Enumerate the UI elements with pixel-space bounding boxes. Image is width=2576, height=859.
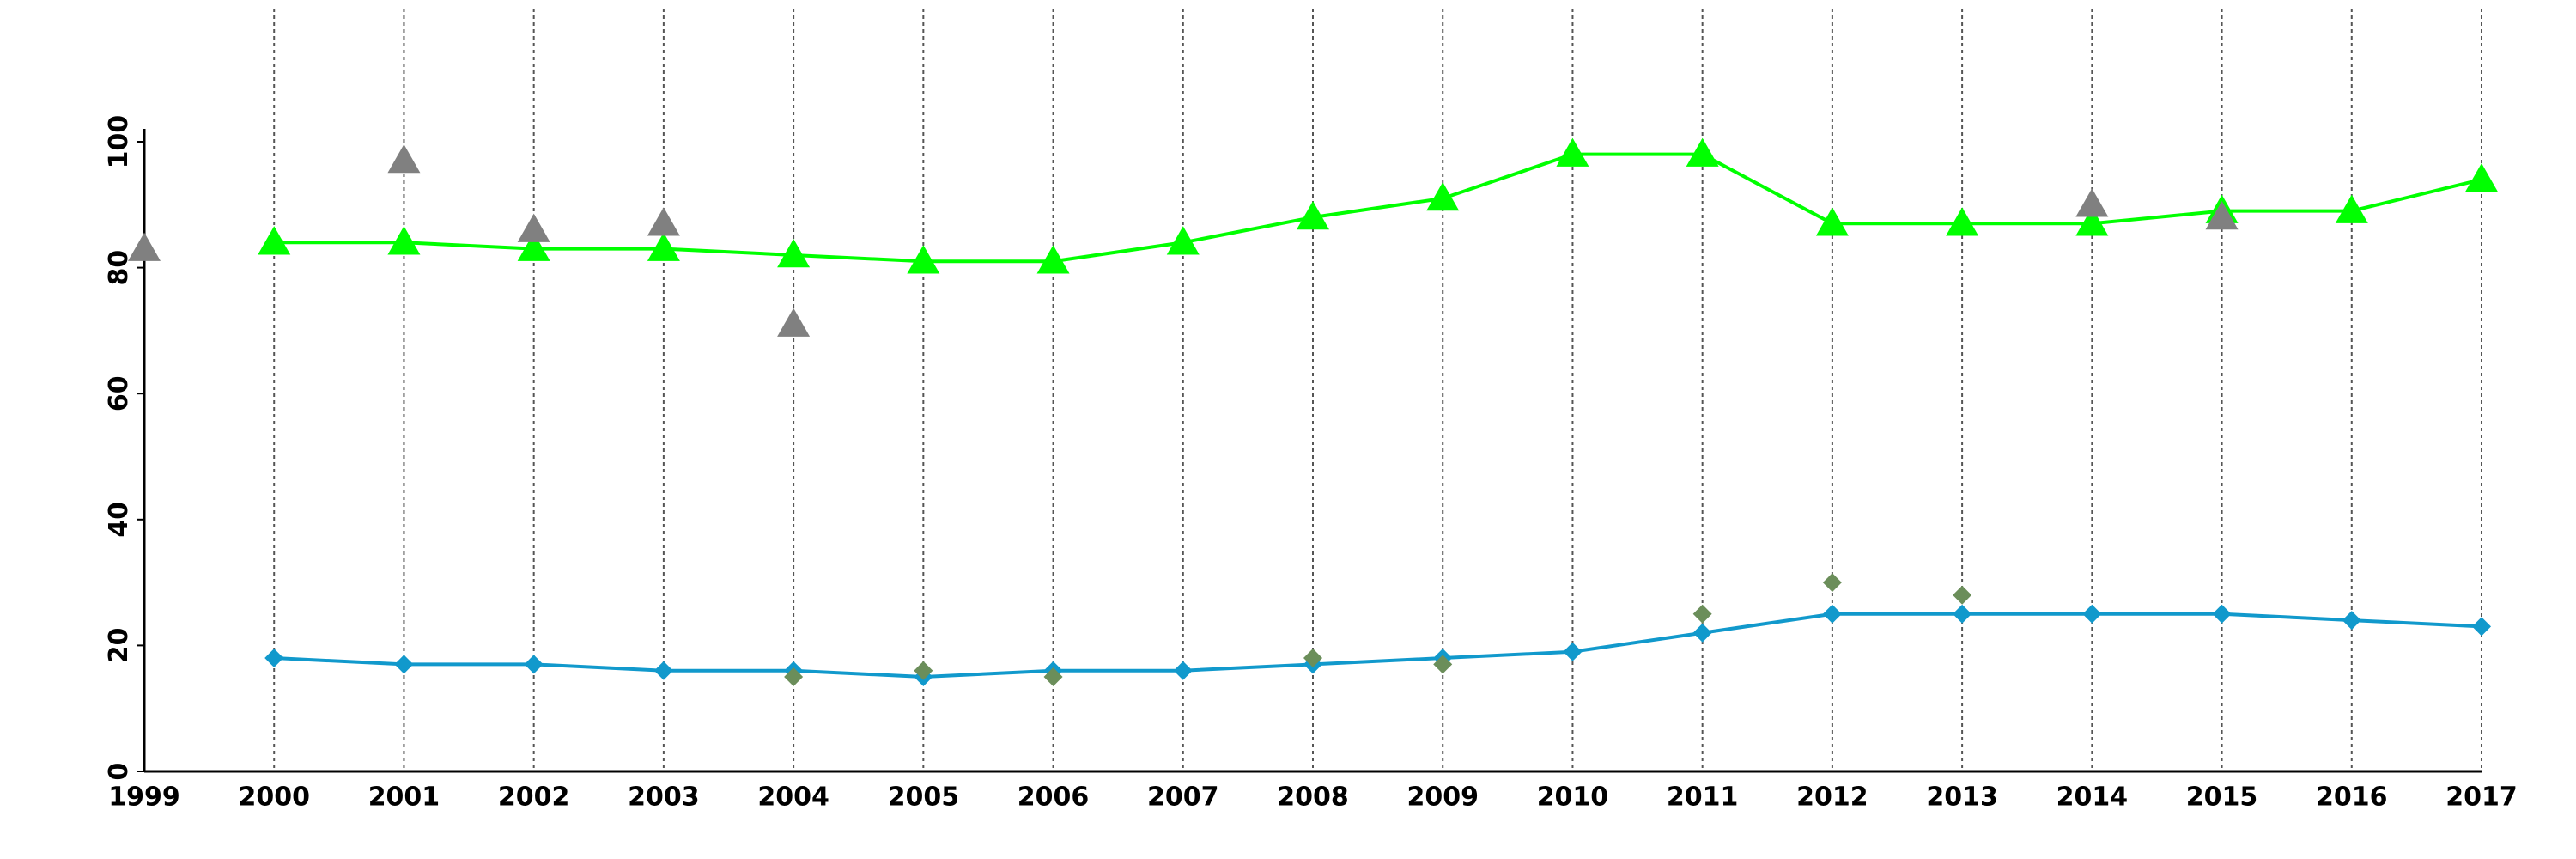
series-0-point-2004 [777, 238, 811, 268]
series-3-point-2013 [1953, 585, 1972, 605]
series [128, 137, 2498, 687]
x-tick-label-2002: 2002 [498, 783, 570, 813]
series-2-point-2016 [2342, 611, 2361, 631]
series-1-point-2015 [2205, 200, 2239, 230]
series-0-point-2012 [1815, 207, 1849, 236]
x-tick-label-1999: 1999 [108, 783, 180, 813]
x-tick-label-2016: 2016 [2316, 783, 2388, 813]
series-2-point-2003 [653, 661, 673, 680]
series-2-point-2014 [2082, 604, 2102, 624]
series-0-point-2002 [517, 232, 550, 261]
series-2-point-2013 [1953, 604, 1972, 624]
y-tick-label-60: 60 [104, 375, 134, 411]
series-2-point-2017 [2472, 617, 2491, 637]
y-tick-label-0: 0 [104, 763, 134, 781]
x-tick-label-2009: 2009 [1406, 783, 1479, 813]
series-0-point-2005 [907, 245, 940, 274]
series-0-point-2003 [647, 232, 680, 261]
series-0-point-2010 [1556, 137, 1589, 167]
y-axis-tick-labels: 0 20 40 60 80 100 [104, 115, 144, 781]
series-3-point-2005 [914, 661, 933, 680]
x-tick-label-2011: 2011 [1667, 783, 1739, 813]
series-1-point-2002 [517, 213, 550, 242]
x-tick-label-2001: 2001 [368, 783, 440, 813]
series-0-point-2016 [2335, 194, 2368, 223]
series-3-point-2009 [1433, 655, 1453, 674]
series-0-point-2001 [387, 226, 421, 255]
x-tick-label-2010: 2010 [1537, 783, 1609, 813]
x-tick-label-2008: 2008 [1277, 783, 1349, 813]
x-tick-label-2007: 2007 [1147, 783, 1219, 813]
series-1-point-2014 [2075, 188, 2109, 217]
series-1-point-2001 [387, 143, 421, 174]
x-tick-label-2006: 2006 [1018, 783, 1090, 813]
series-0-point-2014 [2075, 207, 2109, 236]
series-0-point-2000 [258, 226, 291, 255]
series-2-point-2010 [1563, 642, 1583, 661]
series-1 [128, 143, 2239, 337]
x-tick-label-2014: 2014 [2057, 783, 2129, 813]
series-0 [258, 137, 2498, 274]
series-0-point-2009 [1426, 181, 1460, 211]
y-tick-label-100: 100 [104, 115, 134, 169]
series-0-point-2006 [1036, 245, 1070, 274]
x-tick-label-2017: 2017 [2445, 783, 2518, 813]
series-3-point-2012 [1822, 573, 1842, 593]
series-0-point-2008 [1297, 200, 1329, 230]
x-tick-label-2003: 2003 [628, 783, 700, 813]
series-0-line [274, 152, 2482, 264]
series-2-point-2000 [264, 649, 284, 668]
series-0-point-2011 [1686, 137, 1719, 167]
series-2-point-2015 [2212, 604, 2232, 624]
grid [273, 9, 2482, 771]
series-0-point-2013 [1946, 207, 1979, 236]
series-1-point-2004 [777, 308, 811, 337]
series-3 [784, 573, 1972, 687]
x-tick-label-2012: 2012 [1796, 783, 1868, 813]
series-2 [264, 604, 2491, 687]
series-0-point-2017 [2465, 162, 2498, 192]
series-0-point-2007 [1166, 226, 1200, 255]
series-2-point-2002 [524, 655, 544, 674]
y-tick-label-80: 80 [104, 250, 134, 286]
series-3-point-2011 [1692, 604, 1712, 624]
y-tick-label-40: 40 [104, 502, 134, 538]
series-2-point-2012 [1822, 604, 1842, 624]
series-2-point-2011 [1692, 623, 1712, 643]
series-1-point-2003 [647, 207, 680, 236]
x-tick-label-2013: 2013 [1926, 783, 1998, 813]
x-tick-label-2000: 2000 [238, 783, 310, 813]
x-axis-tick-labels: 1999 2000 2001 2002 2003 2004 2005 2006 2007 2008… [108, 783, 2518, 813]
x-tick-label-2004: 2004 [757, 783, 829, 813]
y-tick-label-20: 20 [104, 628, 134, 664]
series-3-point-2008 [1303, 649, 1322, 668]
series-1-point-1999 [128, 232, 161, 261]
x-tick-label-2015: 2015 [2186, 783, 2258, 813]
series-3-point-2006 [1043, 667, 1063, 687]
series-3-point-2004 [784, 667, 804, 687]
series-2-line [274, 612, 2482, 679]
series-2-point-2007 [1173, 661, 1193, 680]
x-tick-label-2005: 2005 [888, 783, 960, 813]
series-2-point-2001 [394, 655, 414, 674]
